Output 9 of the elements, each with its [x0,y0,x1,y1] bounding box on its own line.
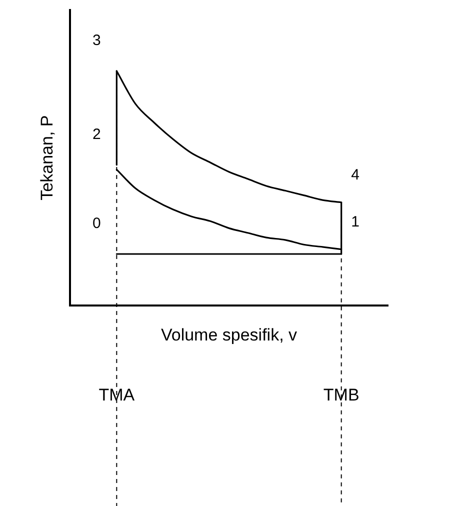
annotation: 3 [92,32,101,50]
annotation: 0 [92,215,101,232]
x-tick-label: TMA [98,385,136,404]
x-tick-label: TMB [323,385,360,404]
annotation: 1 [351,213,360,230]
annotation: 2 [92,126,101,143]
annotation: 4 [351,166,360,184]
y-axis-title: Tekanan, P [37,115,56,200]
x-axis-title: Volume spesifik, v [160,325,298,344]
